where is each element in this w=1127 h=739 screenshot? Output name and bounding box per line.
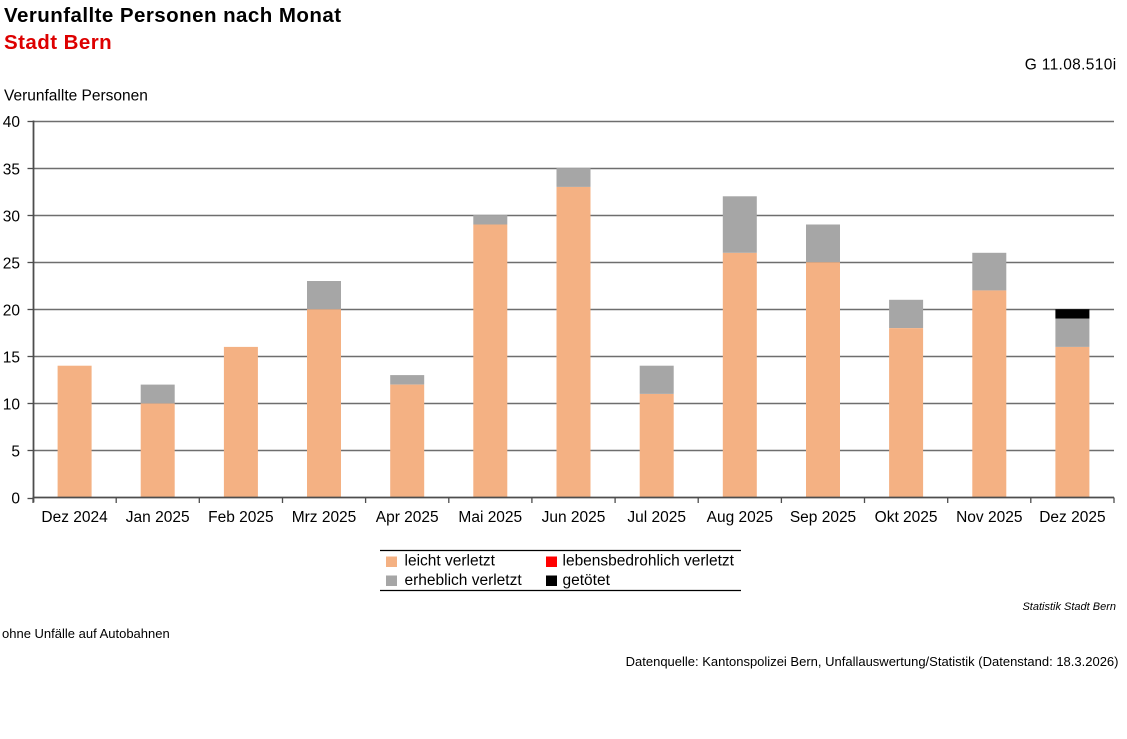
- svg-text:Apr 2025: Apr 2025: [376, 509, 439, 526]
- svg-text:25: 25: [3, 255, 20, 272]
- svg-text:15: 15: [3, 350, 20, 367]
- svg-text:Statistik Stadt Bern: Statistik Stadt Bern: [1022, 601, 1116, 613]
- svg-text:10: 10: [3, 397, 21, 414]
- svg-text:Jul 2025: Jul 2025: [627, 509, 686, 526]
- svg-text:Mai 2025: Mai 2025: [458, 509, 522, 526]
- svg-text:Okt 2025: Okt 2025: [875, 509, 938, 526]
- svg-text:Sep 2025: Sep 2025: [790, 509, 856, 526]
- svg-text:Feb 2025: Feb 2025: [208, 509, 274, 526]
- svg-text:Stadt Bern: Stadt Bern: [4, 31, 112, 54]
- svg-text:G 11.08.510i: G 11.08.510i: [1025, 57, 1117, 74]
- svg-text:Jan 2025: Jan 2025: [126, 509, 190, 526]
- svg-text:20: 20: [3, 302, 21, 319]
- svg-text:lebensbedrohlich verletzt: lebensbedrohlich verletzt: [563, 553, 735, 570]
- svg-text:40: 40: [3, 114, 21, 131]
- svg-text:Mrz 2025: Mrz 2025: [292, 509, 357, 526]
- svg-text:getötet: getötet: [563, 572, 611, 589]
- svg-text:Datenquelle: Kantonspolizei Be: Datenquelle: Kantonspolizei Bern, Unfall…: [626, 654, 1119, 669]
- svg-text:35: 35: [3, 161, 20, 178]
- svg-text:30: 30: [3, 208, 21, 225]
- svg-text:Jun 2025: Jun 2025: [542, 509, 606, 526]
- svg-text:erheblich verletzt: erheblich verletzt: [405, 572, 523, 589]
- svg-text:leicht verletzt: leicht verletzt: [405, 553, 496, 570]
- svg-text:Dez 2025: Dez 2025: [1039, 509, 1105, 526]
- svg-text:5: 5: [11, 444, 20, 461]
- svg-text:Verunfallte Personen: Verunfallte Personen: [4, 87, 148, 104]
- svg-text:Dez 2024: Dez 2024: [41, 509, 108, 526]
- svg-text:ohne Unfälle auf Autobahnen: ohne Unfälle auf Autobahnen: [2, 626, 170, 641]
- svg-text:Verunfallte Personen nach Mona: Verunfallte Personen nach Monat: [4, 4, 341, 27]
- svg-text:Nov 2025: Nov 2025: [956, 509, 1022, 526]
- svg-text:0: 0: [11, 491, 20, 508]
- svg-text:Aug 2025: Aug 2025: [707, 509, 773, 526]
